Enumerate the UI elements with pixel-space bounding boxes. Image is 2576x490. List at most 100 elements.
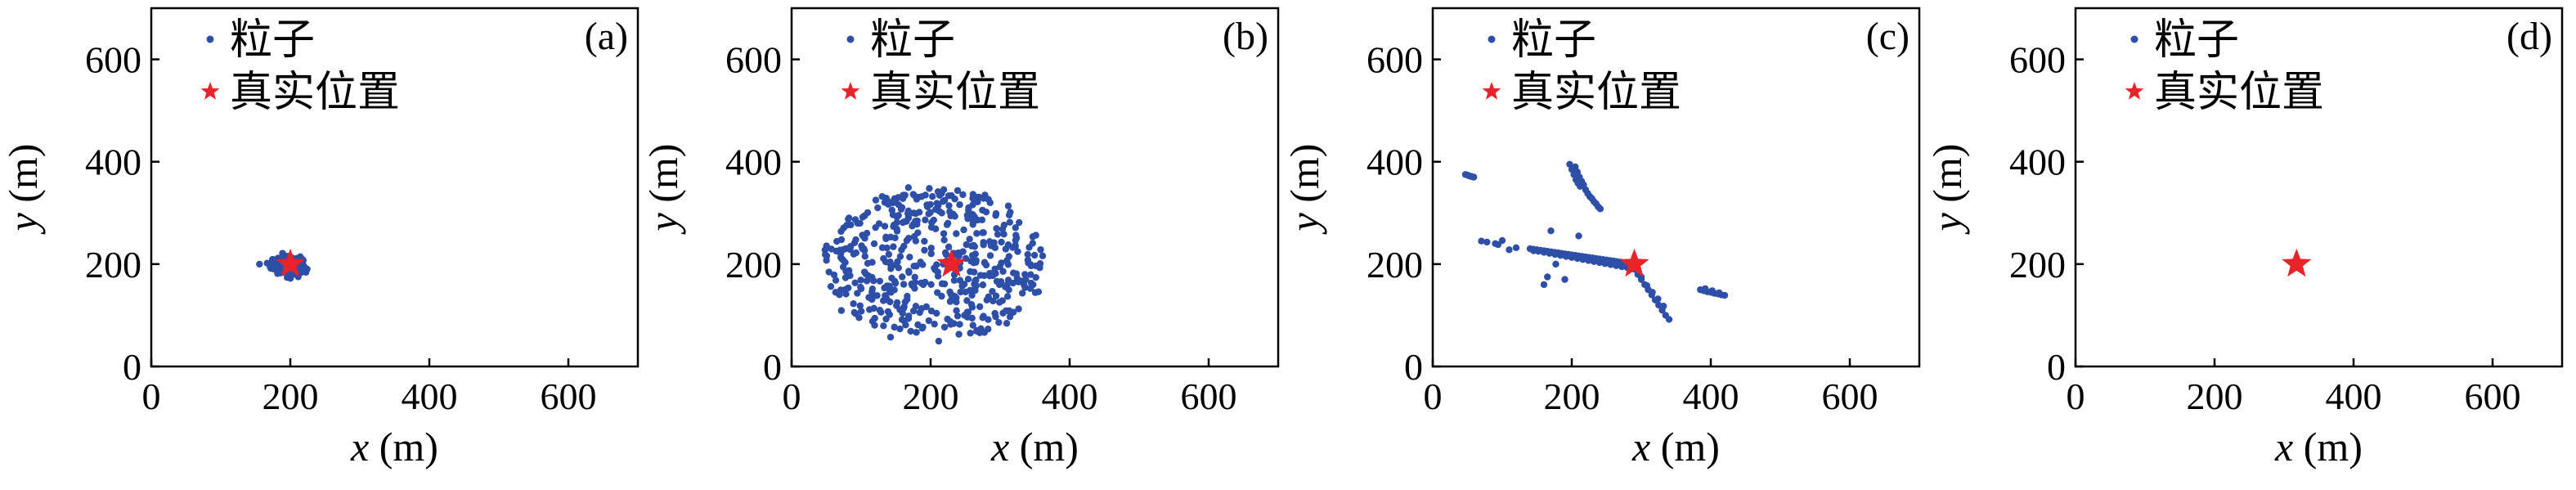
particle-point <box>1014 248 1021 255</box>
particle-point <box>948 295 956 303</box>
particle-point <box>885 250 893 258</box>
particle-point <box>894 258 901 266</box>
particle-point <box>838 255 846 263</box>
x-tick-label: 200 <box>1544 375 1600 417</box>
particle-point <box>862 270 870 278</box>
particle-point <box>1506 246 1513 254</box>
particle-point <box>927 249 935 258</box>
particle-point <box>922 216 929 224</box>
particle-point <box>886 282 893 290</box>
panel-label: (a) <box>585 15 628 58</box>
y-tick-label: 600 <box>1367 39 1423 81</box>
particle-point <box>907 327 914 335</box>
particle-point <box>925 317 933 325</box>
legend-particle-marker <box>1488 35 1496 43</box>
particle-point <box>859 214 867 221</box>
particle-point <box>1000 231 1008 238</box>
plot-frame <box>2074 7 2564 368</box>
true-position-star <box>1619 248 1649 277</box>
particle-point <box>1022 276 1030 283</box>
particle-point <box>992 212 999 219</box>
particle-point <box>931 225 940 232</box>
particle-point <box>1015 305 1022 312</box>
particle-point <box>1005 211 1013 219</box>
particle-point <box>989 272 997 280</box>
particle-point <box>996 263 1003 271</box>
particle-point <box>969 201 976 209</box>
particle-point <box>979 281 987 289</box>
particle-point <box>963 241 970 249</box>
particle-point <box>883 244 891 252</box>
particle-point <box>913 329 920 336</box>
x-tick-label: 400 <box>2326 375 2382 417</box>
particle-point <box>967 258 975 265</box>
particle-point <box>973 230 981 237</box>
particle-point <box>893 299 901 307</box>
particle-point <box>842 267 850 275</box>
particle-point <box>998 238 1005 246</box>
particle-point <box>876 306 884 314</box>
particle-point <box>886 298 894 306</box>
particle-point <box>978 216 986 224</box>
particle-point <box>1483 238 1491 246</box>
particle-point <box>857 276 864 284</box>
particle-point <box>935 201 942 209</box>
particle-point <box>966 286 974 294</box>
particle-point <box>945 192 953 200</box>
particle-point <box>993 277 1001 285</box>
particle-point <box>1643 281 1651 290</box>
particle-point <box>940 323 949 331</box>
legend-label-particles: 粒子 <box>1511 16 1596 65</box>
y-tick-label: 600 <box>2009 39 2066 81</box>
particle-point <box>940 236 948 244</box>
particle-point <box>933 261 940 268</box>
x-tick-label: 200 <box>2187 375 2243 417</box>
particle-point <box>898 316 906 323</box>
particle-point <box>940 230 948 237</box>
particle-point <box>911 273 918 281</box>
particle-point <box>842 290 850 298</box>
legend-particle-marker <box>2130 35 2138 43</box>
x-tick-label: 0 <box>1424 375 1443 417</box>
particle-point <box>1498 236 1506 245</box>
particle-point <box>1585 257 1592 264</box>
particle-point <box>930 216 938 224</box>
x-tick-label: 400 <box>1042 375 1098 417</box>
particle-point <box>1601 260 1609 267</box>
particle-point <box>1003 320 1011 327</box>
particle-point <box>980 229 987 236</box>
y-axis-label: y (m) <box>640 144 686 236</box>
particle-point <box>891 234 899 241</box>
particle-point <box>956 201 963 209</box>
particle-point <box>1003 257 1011 264</box>
particle-point <box>879 297 887 304</box>
particle-point <box>985 316 992 323</box>
particle-point <box>859 245 866 253</box>
particle-point <box>951 213 958 220</box>
y-tick-label: 400 <box>725 142 782 183</box>
particle-point <box>830 271 838 279</box>
particle-point <box>1607 261 1614 268</box>
particle-point <box>891 196 899 204</box>
particle-point <box>982 261 990 269</box>
y-tick-label: 0 <box>2047 346 2066 388</box>
y-tick-label: 400 <box>2009 142 2066 183</box>
particle-point <box>1039 252 1047 259</box>
particle-point <box>1595 258 1604 267</box>
plot-frame <box>1431 7 1921 368</box>
particle-point <box>1006 218 1013 226</box>
particle-point <box>832 276 840 284</box>
particle-point <box>845 284 852 292</box>
y-tick-label: 0 <box>123 346 141 388</box>
particle-point <box>1015 278 1022 285</box>
particle-point <box>995 299 1003 306</box>
particle-point <box>868 317 877 326</box>
particle-point <box>982 209 990 216</box>
particle-point <box>986 252 994 259</box>
particle-point <box>1032 273 1039 281</box>
particle-point <box>950 276 958 284</box>
x-axis-label: x (m) <box>350 424 438 470</box>
